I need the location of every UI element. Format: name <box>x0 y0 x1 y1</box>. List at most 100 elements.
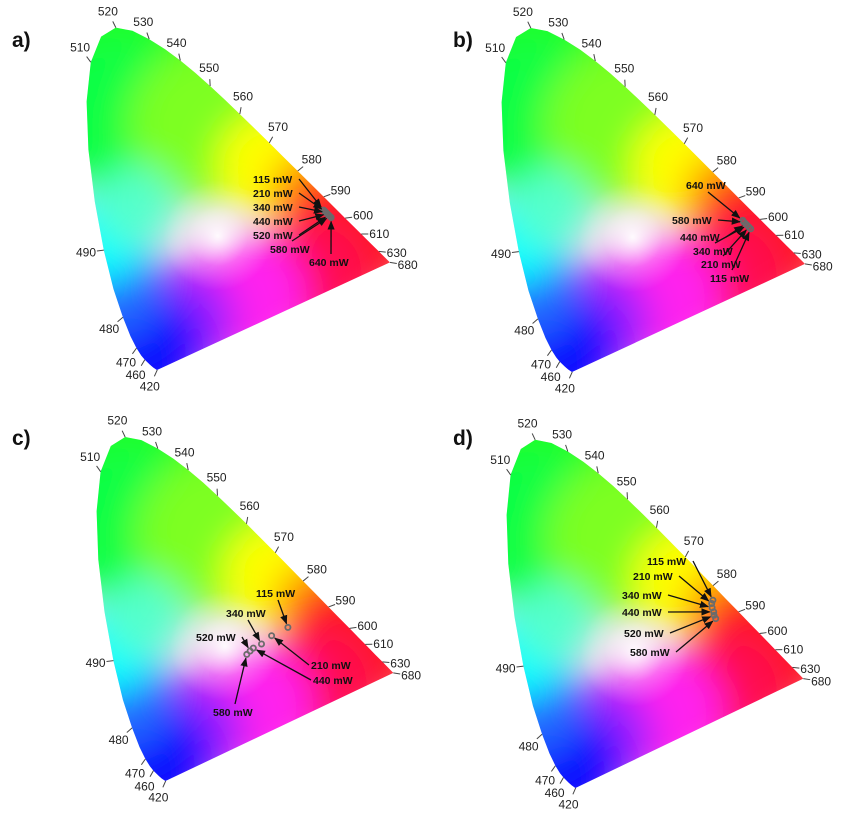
point-arrow <box>669 616 712 634</box>
wavelength-tick <box>140 359 146 367</box>
wavelength-tick <box>501 56 507 63</box>
wavelength-tick-label: 460 <box>541 370 561 384</box>
wavelength-tick-label: 490 <box>86 656 106 670</box>
wavelength-tick-label: 530 <box>552 428 572 442</box>
chromaticity-point <box>243 650 251 658</box>
wavelength-tick-label: 600 <box>768 210 788 224</box>
wavelength-tick-label: 600 <box>357 619 377 633</box>
gamut-fill <box>96 437 394 781</box>
wavelength-tick-label: 470 <box>535 774 555 788</box>
chromaticity-point <box>284 623 292 631</box>
wavelength-tick <box>532 318 539 324</box>
wavelength-tick <box>131 347 137 355</box>
wavelength-tick-label: 680 <box>401 669 421 683</box>
point-label: 520 mW <box>196 632 236 644</box>
wavelength-tick-label: 420 <box>148 790 168 804</box>
point-label: 580 mW <box>213 707 253 719</box>
point-label: 340 mW <box>253 202 293 214</box>
wavelength-tick-label: 570 <box>684 534 704 548</box>
wavelength-tick-label: 550 <box>199 61 219 75</box>
wavelength-tick-label: 630 <box>390 657 410 671</box>
wavelength-tick-label: 470 <box>125 767 145 781</box>
point-label: 440 mW <box>313 675 353 687</box>
point-label: 115 mW <box>256 588 295 600</box>
wavelength-tick <box>153 369 158 377</box>
wavelength-tick-label: 460 <box>134 779 154 793</box>
wavelength-tick <box>178 53 181 61</box>
point-label: 520 mW <box>624 628 664 640</box>
wavelength-tick-label: 680 <box>811 674 831 688</box>
point-label: 210 mW <box>311 660 351 672</box>
wavelength-tick-label: 630 <box>800 662 820 676</box>
point-label: 640 mW <box>686 180 726 192</box>
point-arrow <box>247 619 261 642</box>
point-label: 440 mW <box>253 216 293 228</box>
point-arrow <box>717 217 741 225</box>
wavelength-tick-label: 610 <box>784 228 804 242</box>
chromaticity-point <box>257 640 265 648</box>
wavelength-tick-label: 530 <box>142 425 162 439</box>
point-label: 340 mW <box>622 590 662 602</box>
wavelength-tick-label: 560 <box>648 90 668 104</box>
wavelength-tick-label: 490 <box>491 247 511 261</box>
wavelength-tick <box>760 217 768 220</box>
point-arrow <box>291 217 328 242</box>
wavelength-tick <box>550 765 556 772</box>
wavelength-tick-label: 520 <box>98 5 118 19</box>
wavelength-tick <box>738 195 746 199</box>
point-arrow <box>298 192 323 210</box>
wavelength-tick-label: 510 <box>490 453 510 467</box>
wavelength-tick <box>378 250 386 253</box>
wavelength-tick <box>86 56 92 63</box>
wavelength-tick <box>323 193 331 198</box>
wavelength-tick-label: 570 <box>268 120 288 134</box>
wavelength-tick-label: 560 <box>233 89 253 103</box>
wavelength-tick-label: 530 <box>548 16 568 30</box>
point-label: 210 mW <box>633 571 673 583</box>
wavelength-tick <box>792 666 800 669</box>
chromaticity-point <box>712 615 720 623</box>
wavelength-tick <box>759 632 767 635</box>
wavelength-tick <box>793 252 801 255</box>
gamut-fill <box>501 28 805 372</box>
wavelength-tick <box>389 261 397 264</box>
point-arrow <box>277 599 288 625</box>
point-label: 115 mW <box>253 174 292 186</box>
wavelength-tick <box>531 433 536 441</box>
wavelength-tick-label: 590 <box>746 185 766 199</box>
wavelength-tick <box>162 780 167 788</box>
wavelength-tick-label: 610 <box>369 227 389 241</box>
wavelength-tick <box>239 107 242 115</box>
wavelength-tick <box>245 516 249 524</box>
wavelength-tick-label: 520 <box>513 5 533 19</box>
wavelength-tick <box>559 777 564 784</box>
wavelength-tick-label: 590 <box>745 598 765 612</box>
point-arrow <box>707 191 741 219</box>
point-arrow <box>298 213 325 222</box>
wavelength-tick-label: 540 <box>166 36 186 50</box>
point-arrow <box>675 620 714 653</box>
wavelength-tick <box>96 249 104 252</box>
point-label: 340 mW <box>226 608 266 620</box>
wavelength-tick <box>684 550 690 558</box>
point-label: 210 mW <box>253 188 293 200</box>
wavelength-tick <box>117 316 124 323</box>
wavelength-tick <box>146 32 150 40</box>
wavelength-tick-label: 510 <box>80 450 100 464</box>
panel-letter: b) <box>453 29 473 52</box>
chromaticity-point <box>747 225 755 233</box>
wavelength-tick <box>596 466 599 474</box>
wavelength-tick-label: 580 <box>717 154 737 168</box>
wavelength-tick-label: 480 <box>514 324 534 338</box>
wavelength-tick-label: 540 <box>585 449 605 463</box>
wavelength-tick <box>712 580 719 587</box>
wavelength-tick <box>155 441 159 449</box>
point-arrow <box>692 560 712 598</box>
wavelength-tick-label: 530 <box>133 15 153 29</box>
wavelength-tick <box>536 733 543 740</box>
wavelength-tick <box>96 465 102 472</box>
wavelength-tick-label: 520 <box>517 417 537 431</box>
wavelength-tick-label: 560 <box>650 503 670 517</box>
point-label: 580 mW <box>270 244 310 256</box>
